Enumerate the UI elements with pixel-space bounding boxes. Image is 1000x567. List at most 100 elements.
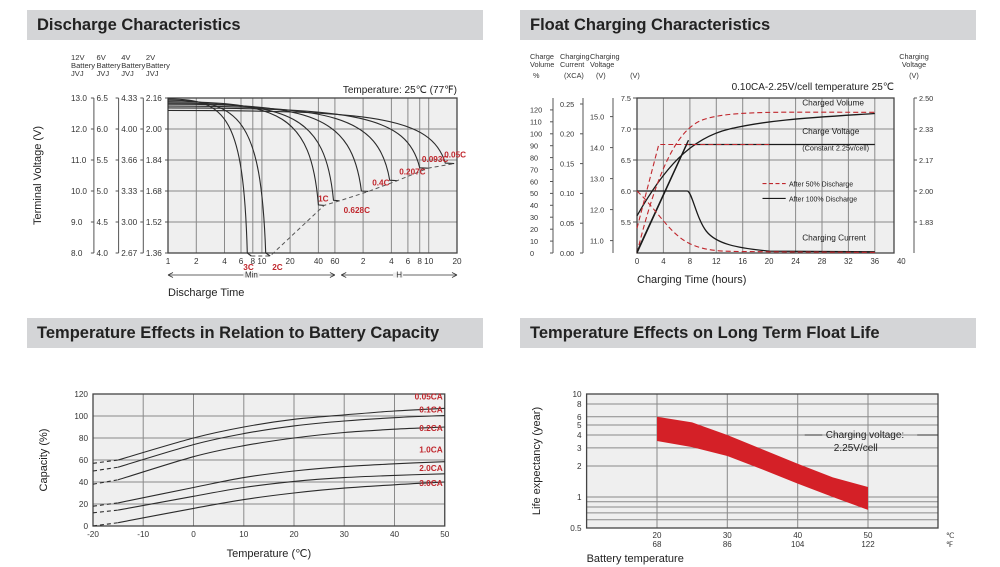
svg-text:24: 24 — [791, 257, 800, 266]
svg-text:11.0: 11.0 — [590, 236, 604, 245]
svg-text:JVJ: JVJ — [97, 69, 110, 78]
svg-text:3.00: 3.00 — [121, 218, 137, 227]
svg-text:0.2CA: 0.2CA — [419, 423, 443, 433]
svg-text:6: 6 — [239, 257, 244, 266]
svg-text:2.17: 2.17 — [919, 156, 933, 165]
svg-text:Charging Current: Charging Current — [802, 233, 866, 243]
svg-text:6.0: 6.0 — [621, 187, 631, 196]
svg-text:0.207C: 0.207C — [399, 168, 425, 177]
svg-text:0.10: 0.10 — [560, 189, 574, 198]
svg-text:68: 68 — [653, 540, 662, 549]
svg-text:40: 40 — [530, 201, 538, 210]
svg-text:0: 0 — [530, 249, 534, 258]
svg-text:Battery temperature: Battery temperature — [587, 553, 684, 565]
svg-text:2.0CA: 2.0CA — [419, 463, 443, 473]
svg-text:(XCA): (XCA) — [564, 71, 584, 80]
svg-text:Charged Volume: Charged Volume — [802, 97, 864, 107]
svg-text:3.0CA: 3.0CA — [419, 478, 443, 488]
svg-text:13.0: 13.0 — [590, 174, 604, 183]
svg-text:4.5: 4.5 — [97, 218, 109, 227]
svg-text:3: 3 — [577, 444, 582, 453]
svg-text:JVJ: JVJ — [146, 69, 159, 78]
svg-text:110: 110 — [530, 118, 542, 127]
svg-text:86: 86 — [723, 540, 732, 549]
svg-text:2: 2 — [361, 257, 366, 266]
svg-text:12.0: 12.0 — [71, 125, 87, 134]
svg-text:80: 80 — [79, 434, 89, 443]
svg-text:Temperature (℃): Temperature (℃) — [227, 548, 312, 560]
svg-text:2.25V/cell: 2.25V/cell — [834, 443, 878, 454]
svg-text:10: 10 — [572, 390, 582, 399]
svg-text:2.16: 2.16 — [146, 94, 162, 103]
svg-text:6.0: 6.0 — [97, 125, 109, 134]
svg-text:4: 4 — [661, 257, 666, 266]
svg-text:40: 40 — [79, 478, 89, 487]
svg-text:2.67: 2.67 — [121, 249, 137, 258]
svg-text:Temperature: 25℃ (77℉): Temperature: 25℃ (77℉) — [343, 85, 457, 96]
svg-text:-20: -20 — [87, 530, 99, 539]
svg-text:20: 20 — [289, 530, 299, 539]
svg-text:5.5: 5.5 — [621, 218, 631, 227]
svg-text:0.15: 0.15 — [560, 159, 574, 168]
svg-text:Charging Time (hours): Charging Time (hours) — [637, 274, 746, 286]
svg-text:12: 12 — [712, 257, 721, 266]
svg-text:5: 5 — [577, 421, 582, 430]
svg-text:40: 40 — [390, 530, 400, 539]
svg-text:70: 70 — [530, 165, 538, 174]
svg-text:9.0: 9.0 — [71, 218, 83, 227]
svg-text:0.20: 0.20 — [560, 130, 574, 139]
svg-text:1.68: 1.68 — [146, 187, 162, 196]
svg-text:0.5: 0.5 — [570, 524, 582, 533]
svg-text:2: 2 — [577, 462, 582, 471]
svg-text:11.0: 11.0 — [71, 156, 87, 165]
svg-text:0.00: 0.00 — [560, 249, 574, 258]
svg-text:1.0CA: 1.0CA — [419, 445, 443, 455]
svg-text:-10: -10 — [137, 530, 149, 539]
svg-text:10: 10 — [424, 257, 434, 266]
svg-text:10: 10 — [257, 257, 267, 266]
svg-text:14.0: 14.0 — [590, 143, 604, 152]
svg-text:122: 122 — [861, 540, 875, 549]
svg-text:1: 1 — [166, 257, 171, 266]
svg-text:30: 30 — [530, 213, 538, 222]
svg-text:℃: ℃ — [946, 531, 955, 540]
svg-text:(V): (V) — [909, 71, 919, 80]
svg-text:120: 120 — [74, 390, 88, 399]
svg-text:10: 10 — [239, 530, 249, 539]
svg-text:20: 20 — [530, 225, 538, 234]
svg-text:Volume: Volume — [530, 60, 554, 69]
svg-text:30: 30 — [723, 531, 732, 540]
svg-text:60: 60 — [330, 257, 340, 266]
svg-text:5.0: 5.0 — [97, 187, 109, 196]
svg-text:80: 80 — [530, 153, 538, 162]
svg-text:10: 10 — [530, 237, 538, 246]
svg-text:0.1CA: 0.1CA — [419, 405, 443, 415]
svg-text:90: 90 — [530, 142, 538, 151]
svg-text:JVJ: JVJ — [71, 69, 84, 78]
svg-text:4: 4 — [222, 257, 227, 266]
svg-text:6.5: 6.5 — [621, 156, 631, 165]
svg-text:Terminal Voltage (V): Terminal Voltage (V) — [32, 126, 44, 225]
svg-text:60: 60 — [530, 177, 538, 186]
svg-text:0.4C: 0.4C — [372, 179, 389, 188]
svg-text:0.25: 0.25 — [560, 100, 574, 109]
svg-text:8: 8 — [417, 257, 422, 266]
svg-text:0.05: 0.05 — [560, 219, 574, 228]
svg-text:1.52: 1.52 — [146, 218, 162, 227]
svg-text:(V): (V) — [630, 71, 640, 80]
svg-text:0.05CA: 0.05CA — [415, 391, 443, 401]
svg-text:Life expectancy (year): Life expectancy (year) — [531, 407, 543, 515]
svg-text:2.00: 2.00 — [919, 187, 933, 196]
svg-text:8: 8 — [251, 257, 256, 266]
svg-text:4: 4 — [389, 257, 394, 266]
svg-text:2C: 2C — [272, 263, 283, 272]
svg-text:0.628C: 0.628C — [344, 206, 370, 215]
svg-text:0: 0 — [191, 530, 196, 539]
svg-text:7.5: 7.5 — [621, 94, 631, 103]
svg-text:16: 16 — [738, 257, 747, 266]
svg-text:4.33: 4.33 — [121, 94, 137, 103]
svg-text:0.05C: 0.05C — [444, 151, 466, 160]
svg-text:2.50: 2.50 — [919, 94, 933, 103]
svg-text:4.00: 4.00 — [121, 125, 137, 134]
svg-text:Charging voltage:: Charging voltage: — [826, 430, 904, 441]
